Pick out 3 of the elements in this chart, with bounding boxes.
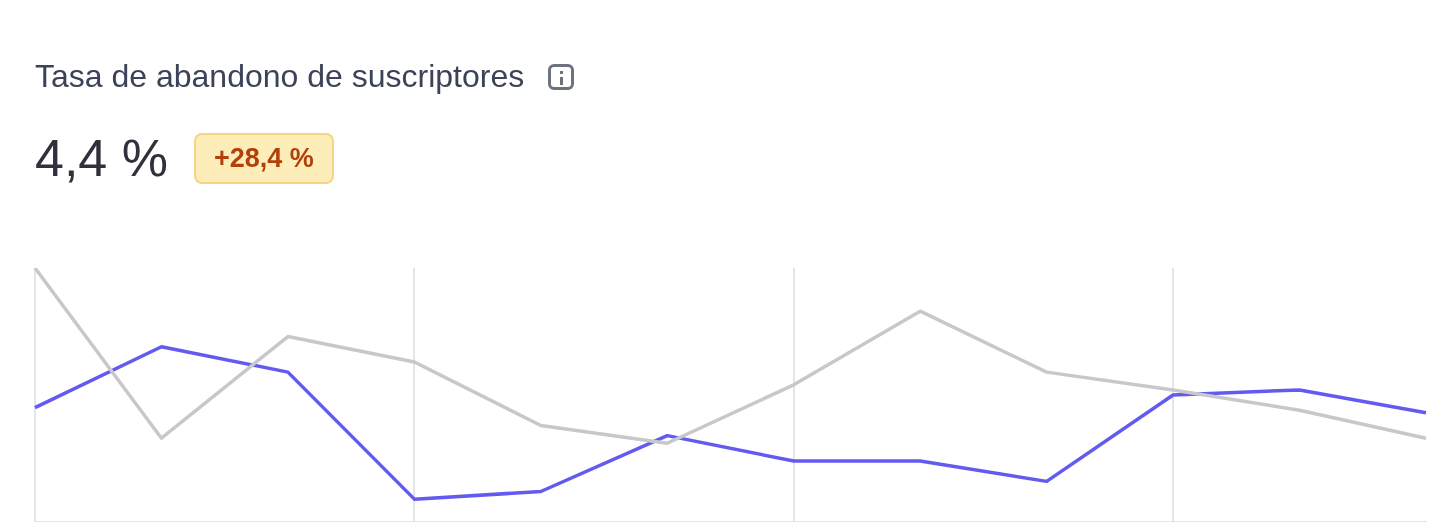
chart-title: Tasa de abandono de suscriptores — [35, 58, 525, 95]
text: +28,4 % — [193, 132, 334, 184]
chart-subtitle: 4,4 % — [35, 128, 168, 188]
